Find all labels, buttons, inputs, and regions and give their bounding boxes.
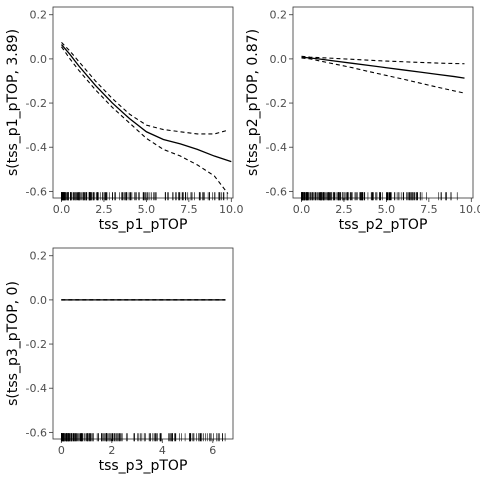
rug	[61, 433, 225, 441]
y-tick-label: 0.2	[30, 9, 48, 22]
x-tick-label: 5.0	[138, 203, 156, 216]
y-tick-label: 0.0	[30, 53, 48, 66]
x-tick-label: 0	[58, 444, 65, 457]
plot-frame	[53, 248, 233, 439]
x-axis-title: tss_p2_pTOP	[339, 217, 428, 233]
x-axis-title: tss_p1_pTOP	[99, 217, 188, 233]
y-tick-label: 0.2	[30, 250, 48, 263]
x-tick-label: 0.0	[293, 203, 311, 216]
panel-1: 0.2 0.0 -0.2 -0.4 -0.6 0.0 2.5 5.0 7.5 10.0 tss_p1…	[5, 7, 244, 233]
x-axis-title: tss_p3_pTOP	[99, 458, 188, 474]
x-tick-label: 2.5	[335, 203, 353, 216]
y-tick-label: 0.0	[30, 294, 48, 307]
x-tick-label: 4	[159, 444, 166, 457]
x-tick-label: 0.0	[53, 203, 71, 216]
y-tick-label: -0.6	[26, 185, 47, 198]
y-axis-title: s(tss_p1_pTOP, 3.89)	[5, 29, 21, 176]
x-tick-label: 10.0	[459, 203, 480, 216]
y-tick-label: -0.2	[26, 97, 47, 110]
x-tick-label: 2.5	[95, 203, 113, 216]
x-tick-label: 10.0	[219, 203, 244, 216]
y-tick-label: -0.2	[26, 338, 47, 351]
y-tick-label: -0.6	[266, 185, 287, 198]
plot-frame	[53, 7, 233, 198]
x-tick-label: 2	[108, 444, 115, 457]
y-tick-label: -0.4	[266, 141, 287, 154]
y-tick-label: -0.2	[266, 97, 287, 110]
y-axis-title: s(tss_p2_pTOP, 0.87)	[245, 29, 261, 176]
y-tick-label: -0.4	[26, 141, 47, 154]
y-axis-title: s(tss_p3_pTOP, 0)	[5, 281, 21, 406]
panel-3: 0.2 0.0 -0.2 -0.4 -0.6 0 2 4 6 tss_p3_pTOP s(tss_p…	[5, 248, 233, 474]
rug	[301, 192, 457, 200]
x-tick-label: 7.5	[180, 203, 198, 216]
y-tick-label: 0.2	[270, 9, 288, 22]
x-tick-label: 5.0	[378, 203, 396, 216]
y-tick-label: 0.0	[270, 53, 288, 66]
lower-ci-line	[61, 47, 227, 194]
x-tick-label: 7.5	[420, 203, 438, 216]
y-tick-label: -0.6	[26, 426, 47, 439]
smooth-fit-line	[301, 57, 464, 78]
x-tick-label: 6	[209, 444, 216, 457]
panel-2: 0.2 0.0 -0.2 -0.4 -0.6 0.0 2.5 5.0 7.5 10.0 tss_p2…	[245, 7, 480, 233]
y-tick-label: -0.4	[26, 382, 47, 395]
lower-ci-line	[301, 58, 464, 93]
upper-ci-line	[61, 42, 226, 134]
rug	[61, 192, 227, 200]
smooth-fit-line	[61, 45, 231, 162]
plot-frame	[293, 7, 473, 198]
